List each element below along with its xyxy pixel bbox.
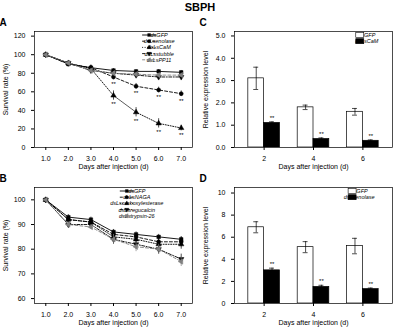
- svg-text:**: **: [156, 129, 161, 135]
- svg-text:4: 4: [312, 155, 316, 162]
- svg-text:dsLsCaM: dsLsCaM: [355, 38, 379, 44]
- svg-text:2: 2: [262, 311, 266, 318]
- svg-text:Survival rate (%): Survival rate (%): [2, 64, 10, 116]
- svg-text:dsLscarboxylesterase: dsLscarboxylesterase: [110, 200, 163, 206]
- svg-text:80: 80: [18, 70, 26, 77]
- svg-text:A: A: [0, 17, 7, 28]
- svg-text:**: **: [111, 101, 116, 107]
- svg-text:**: **: [156, 94, 161, 100]
- svg-text:**: **: [179, 132, 184, 138]
- svg-text:Days after injection (d): Days after injection (d): [78, 163, 148, 171]
- svg-text:**: **: [319, 278, 324, 284]
- svg-text:2.0: 2.0: [216, 99, 226, 106]
- svg-text:dsGFP: dsGFP: [358, 31, 376, 38]
- svg-text:100: 100: [14, 196, 26, 203]
- svg-text:100: 100: [14, 51, 26, 58]
- svg-text:4.0: 4.0: [216, 55, 226, 62]
- svg-text:**: **: [270, 115, 275, 121]
- svg-text:0.0: 0.0: [216, 144, 226, 151]
- svg-text:0: 0: [222, 300, 226, 307]
- svg-text:80: 80: [18, 245, 26, 252]
- svg-text:0: 0: [22, 144, 26, 151]
- svg-text:dsGFP: dsGFP: [128, 187, 146, 194]
- svg-text:2: 2: [222, 278, 226, 285]
- svg-text:40: 40: [18, 107, 26, 114]
- svg-text:4: 4: [222, 256, 226, 263]
- svg-text:dsLsstubble: dsLsstubble: [144, 51, 173, 57]
- svg-text:C: C: [199, 17, 206, 28]
- svg-text:20: 20: [18, 125, 26, 132]
- svg-text:7.0: 7.0: [176, 311, 186, 318]
- svg-text:D: D: [199, 173, 206, 184]
- svg-text:dsLsenolase: dsLsenolase: [344, 194, 375, 200]
- svg-text:90: 90: [18, 221, 26, 228]
- svg-text:**: **: [368, 281, 373, 287]
- html-text:SBPH: SBPH: [184, 1, 216, 13]
- svg-text:**: **: [134, 90, 139, 96]
- svg-text:Days after injection (d): Days after injection (d): [78, 319, 148, 327]
- svg-text:8: 8: [222, 211, 226, 218]
- svg-text:**: **: [179, 98, 184, 104]
- svg-text:5.0: 5.0: [131, 155, 141, 162]
- svg-text:B: B: [0, 173, 7, 184]
- svg-text:dsLsPP11: dsLsPP11: [147, 57, 172, 63]
- svg-text:1.0: 1.0: [41, 311, 51, 318]
- svg-text:60: 60: [18, 295, 26, 302]
- svg-text:**: **: [319, 131, 324, 137]
- svg-text:Relative expression level: Relative expression level: [202, 206, 210, 284]
- svg-text:4.0: 4.0: [109, 311, 119, 318]
- svg-text:1.0: 1.0: [216, 121, 226, 128]
- svg-text:Survival rate (%): Survival rate (%): [2, 220, 10, 272]
- svg-text:5.0: 5.0: [216, 32, 226, 39]
- svg-text:**: **: [368, 133, 373, 139]
- svg-text:Days after injection (d): Days after injection (d): [278, 319, 348, 327]
- svg-text:dsLsCaM: dsLsCaM: [147, 44, 171, 50]
- svg-text:10: 10: [218, 189, 226, 196]
- svg-text:6: 6: [361, 311, 365, 318]
- svg-text:6.0: 6.0: [154, 311, 164, 318]
- svg-text:60: 60: [18, 88, 26, 95]
- svg-text:dsGFP: dsGFP: [350, 187, 368, 194]
- svg-text:3.0: 3.0: [216, 77, 226, 84]
- svg-text:6.0: 6.0: [154, 155, 164, 162]
- svg-text:5.0: 5.0: [131, 311, 141, 318]
- svg-text:70: 70: [18, 270, 26, 277]
- svg-text:4: 4: [312, 311, 316, 318]
- svg-text:dsLsenolase: dsLsenolase: [144, 38, 175, 44]
- svg-text:7.0: 7.0: [176, 155, 186, 162]
- svg-text:Relative expression level: Relative expression level: [202, 50, 210, 128]
- svg-text:**: **: [111, 81, 116, 87]
- svg-text:2.0: 2.0: [63, 155, 73, 162]
- svg-text:dsLsNAGA: dsLsNAGA: [123, 194, 151, 200]
- svg-text:4.0: 4.0: [109, 155, 119, 162]
- svg-text:2.0: 2.0: [63, 311, 73, 318]
- svg-text:3.0: 3.0: [86, 311, 96, 318]
- svg-text:**: **: [134, 118, 139, 124]
- svg-text:2: 2: [262, 155, 266, 162]
- svg-text:dsGFP: dsGFP: [150, 31, 168, 38]
- svg-text:dsLsregucalcin: dsLsregucalcin: [118, 207, 155, 213]
- svg-text:dsLstrypsin-26: dsLstrypsin-26: [119, 213, 156, 219]
- svg-text:Days after injection (d): Days after injection (d): [278, 163, 348, 171]
- svg-text:6: 6: [361, 155, 365, 162]
- svg-text:120: 120: [14, 32, 26, 39]
- svg-text:3.0: 3.0: [86, 155, 96, 162]
- svg-text:6: 6: [222, 233, 226, 240]
- svg-text:1.0: 1.0: [41, 155, 51, 162]
- svg-text:**: **: [270, 261, 275, 267]
